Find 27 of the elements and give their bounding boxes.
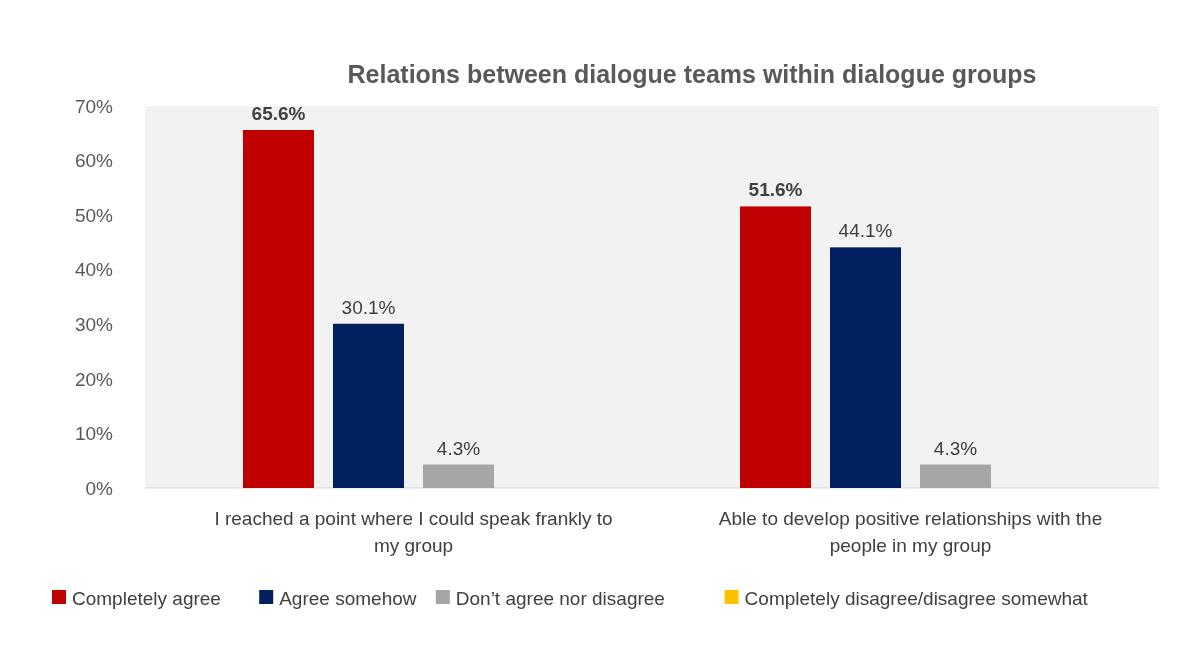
y-tick-label: 50% xyxy=(74,204,114,226)
bar xyxy=(740,206,811,488)
data-label: 4.3% xyxy=(933,437,978,459)
bar xyxy=(423,464,494,488)
legend-label: Completely agree xyxy=(72,587,221,609)
data-label: 4.3% xyxy=(436,437,481,459)
legend-label: Don’t agree nor disagree xyxy=(455,587,665,609)
y-tick-label: 70% xyxy=(74,95,114,117)
x-tick-label: Able to develop positive relationships with the people in my group xyxy=(718,508,1103,556)
y-tick-label: 10% xyxy=(74,423,114,445)
legend-label: Completely disagree/disagree somewhat xyxy=(744,587,1089,609)
legend-label: Agree somehow xyxy=(279,587,417,609)
y-tick-label: 30% xyxy=(74,313,114,335)
data-label: 51.6% xyxy=(748,179,803,201)
bar xyxy=(830,247,901,488)
data-label: 30.1% xyxy=(341,296,396,318)
y-tick-label: 40% xyxy=(74,259,114,281)
data-label: 65.6% xyxy=(251,103,306,125)
y-tick-label: 60% xyxy=(74,150,114,172)
bar xyxy=(920,464,991,488)
y-tick-label: 20% xyxy=(74,368,114,390)
y-tick-label: 0% xyxy=(85,477,114,499)
bar xyxy=(243,130,314,488)
data-label: 44.1% xyxy=(838,220,893,242)
x-tick-label: I reached a point where I could speak frankly to my group xyxy=(214,508,613,556)
chart-title: Relations between dialogue teams within dialogue groups xyxy=(347,60,1037,88)
bar xyxy=(333,323,404,488)
